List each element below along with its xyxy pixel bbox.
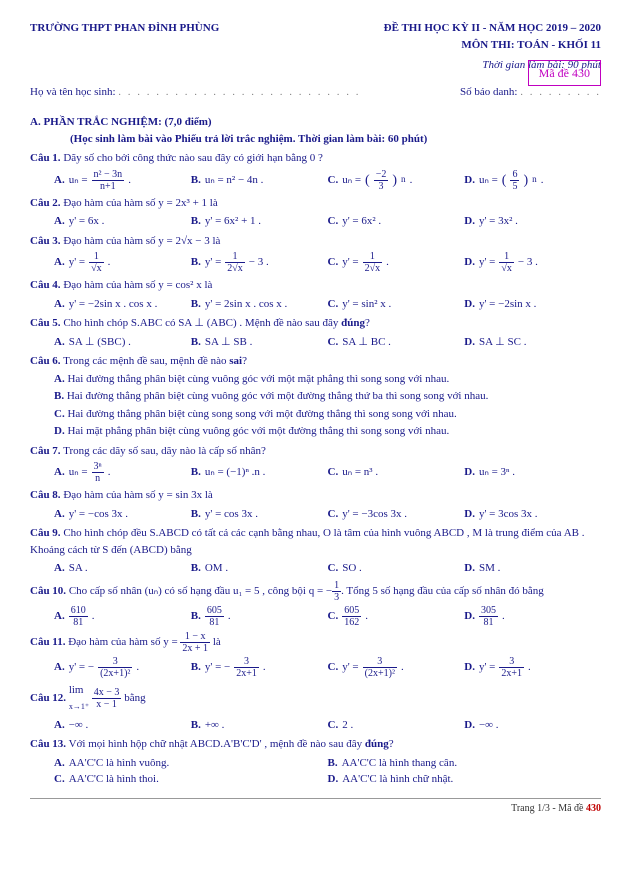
q13-a: A. AA'C'C là hình vuông.	[54, 755, 328, 772]
q10-c: C. 605162 .	[328, 605, 465, 628]
question-7: Câu 7. Trong các dãy số sau, dãy nào là …	[30, 443, 601, 460]
student-info: Họ và tên học sinh: . . . . . . . . . . …	[30, 84, 601, 101]
q10-b: B. 60581 .	[191, 605, 328, 628]
q9-options: A. SA . B. OM . C. SO . D. SM .	[30, 560, 601, 577]
q6-c: C. Hai đường thẳng phân biệt cùng song s…	[54, 406, 601, 423]
q3-c: C. y' = 12√x .	[328, 251, 465, 274]
page-header: TRƯỜNG THPT PHAN ĐÌNH PHÙNG ĐỀ THI HỌC K…	[30, 20, 601, 37]
question-13: Câu 13. Với mọi hình hộp chữ nhật ABCD.A…	[30, 736, 601, 753]
q7-a: A. uₙ = 3ⁿn .	[54, 461, 191, 484]
q8-a: A. y' = −cos 3x .	[54, 506, 191, 523]
q3-b: B. y' = 12√x − 3 .	[191, 251, 328, 274]
question-5: Câu 5. Cho hình chóp S.ABC có SA ⊥ (ABC)…	[30, 315, 601, 332]
q13-d: D. AA'C'C là hình chữ nhật.	[328, 771, 602, 788]
q5-c: C. SA ⊥ BC .	[328, 334, 465, 351]
section-a-note: (Học sinh làm bài vào Phiếu trả lời trắc…	[30, 131, 601, 148]
subject: MÔN THI: TOÁN - KHỐI 11	[30, 37, 601, 54]
q9-b: B. OM .	[191, 560, 328, 577]
q5-d: D. SA ⊥ SC .	[464, 334, 601, 351]
q7-b: B. uₙ = (−1)ⁿ .n .	[191, 461, 328, 484]
q13-c: C. AA'C'C là hình thoi.	[54, 771, 328, 788]
q2-c: C. y' = 6x² .	[328, 213, 465, 230]
q6-a: A. Hai đường thẳng phân biệt cùng vuông …	[54, 371, 601, 388]
q1-b: B. uₙ = n² − 4n .	[191, 169, 328, 192]
q12-b: B. +∞ .	[191, 717, 328, 734]
q1-label: Câu 1.	[30, 152, 61, 164]
q2-d: D. y' = 3x² .	[464, 213, 601, 230]
exam-code-box: Mã đề 430	[528, 60, 601, 86]
q12-options: A. −∞ . B. +∞ . C. 2 . D. −∞ .	[30, 717, 601, 734]
exam-title: ĐỀ THI HỌC KỲ II - NĂM HỌC 2019 – 2020	[384, 20, 601, 37]
q12-c: C. 2 .	[328, 717, 465, 734]
q10-d: D. 30581 .	[464, 605, 601, 628]
q10-a: A. 61081 .	[54, 605, 191, 628]
q1-options: A. uₙ = n² − 3nn+1 . B. uₙ = n² − 4n . C…	[30, 169, 601, 192]
question-8: Câu 8. Đạo hàm của hàm số y = sin 3x là	[30, 487, 601, 504]
name-dots: . . . . . . . . . . . . . . . . . . . . …	[118, 86, 360, 98]
q5-b: B. SA ⊥ SB .	[191, 334, 328, 351]
q6-options: A. Hai đường thẳng phân biệt cùng vuông …	[30, 371, 601, 440]
q4-a: A. y' = −2sin x . cos x .	[54, 296, 191, 313]
question-6: Câu 6. Trong các mệnh đề sau, mệnh đề nà…	[30, 353, 601, 370]
q13-b: B. AA'C'C là hình thang cân.	[328, 755, 602, 772]
name-label: Họ và tên học sinh:	[30, 86, 116, 98]
q11-c: C. y' = 3(2x+1)² .	[328, 656, 465, 679]
q4-c: C. y' = sin² x .	[328, 296, 465, 313]
q4-b: B. y' = 2sin x . cos x .	[191, 296, 328, 313]
question-11: Câu 11. Đạo hàm của hàm số y = 1 − x2x +…	[30, 631, 601, 654]
q8-options: A. y' = −cos 3x . B. y' = cos 3x . C. y'…	[30, 506, 601, 523]
question-4: Câu 4. Đạo hàm của hàm số y = cos² x là	[30, 277, 601, 294]
q9-d: D. SM .	[464, 560, 601, 577]
q5-options: A. SA ⊥ (SBC) . B. SA ⊥ SB . C. SA ⊥ BC …	[30, 334, 601, 351]
question-12: Câu 12. limx→1⁺ 4x − 3x − 1 bằng	[30, 682, 601, 715]
q8-b: B. y' = cos 3x .	[191, 506, 328, 523]
q1-a: A. uₙ = n² − 3nn+1 .	[54, 169, 191, 192]
q13-options: A. AA'C'C là hình vuông. B. AA'C'C là hì…	[30, 755, 601, 788]
section-a-title: A. PHẦN TRẮC NGHIỆM: (7,0 điểm)	[30, 114, 601, 131]
q11-b: B. y' = −32x+1 .	[191, 656, 328, 679]
q6-b: B. Hai đường thẳng phân biệt cùng vuông …	[54, 388, 601, 405]
q4-options: A. y' = −2sin x . cos x . B. y' = 2sin x…	[30, 296, 601, 313]
q1-text: Dãy số cho bởi công thức nào sau đây có …	[63, 152, 323, 164]
q4-d: D. y' = −2sin x .	[464, 296, 601, 313]
q12-a: A. −∞ .	[54, 717, 191, 734]
q11-options: A. y' = −3(2x+1)² . B. y' = −32x+1 . C. …	[30, 656, 601, 679]
school-name: TRƯỜNG THPT PHAN ĐÌNH PHÙNG	[30, 20, 219, 37]
q1-c: C. uₙ = (−23)n .	[328, 169, 465, 192]
q2-b: B. y' = 6x² + 1 .	[191, 213, 328, 230]
q3-options: A. y' = 1√x . B. y' = 12√x − 3 . C. y' =…	[30, 251, 601, 274]
q10-options: A. 61081 . B. 60581 . C. 605162 . D. 305…	[30, 605, 601, 628]
q6-d: D. Hai mặt phẳng phân biệt cùng vuông gó…	[54, 423, 601, 440]
q8-c: C. y' = −3cos 3x .	[328, 506, 465, 523]
q3-a: A. y' = 1√x .	[54, 251, 191, 274]
q2-a: A. y' = 6x .	[54, 213, 191, 230]
q2-options: A. y' = 6x . B. y' = 6x² + 1 . C. y' = 6…	[30, 213, 601, 230]
q11-d: D. y' = 32x+1 .	[464, 656, 601, 679]
question-2: Câu 2. Đạo hàm của hàm số y = 2x³ + 1 là	[30, 195, 601, 212]
q11-a: A. y' = −3(2x+1)² .	[54, 656, 191, 679]
q9-a: A. SA .	[54, 560, 191, 577]
q5-a: A. SA ⊥ (SBC) .	[54, 334, 191, 351]
sbd-dots: . . . . . . . . .	[520, 86, 601, 98]
q9-c: C. SO .	[328, 560, 465, 577]
page-footer: Trang 1/3 - Mã đề 430	[30, 798, 601, 816]
question-9: Câu 9. Cho hình chóp đều S.ABCD có tất c…	[30, 525, 601, 558]
q7-d: D. uₙ = 3ⁿ .	[464, 461, 601, 484]
question-1: Câu 1. Dãy số cho bởi công thức nào sau …	[30, 150, 601, 167]
q7-options: A. uₙ = 3ⁿn . B. uₙ = (−1)ⁿ .n . C. uₙ =…	[30, 461, 601, 484]
exam-time: Thời gian làm bài: 90 phút	[30, 57, 601, 74]
q3-d: D. y' = 1√x − 3 .	[464, 251, 601, 274]
q1-d: D. uₙ = (65)n .	[464, 169, 601, 192]
question-3: Câu 3. Đạo hàm của hàm số y = 2√x − 3 là	[30, 233, 601, 250]
question-10: Câu 10. Cho cấp số nhân (uₙ) có số hạng …	[30, 580, 601, 603]
q8-d: D. y' = 3cos 3x .	[464, 506, 601, 523]
q12-d: D. −∞ .	[464, 717, 601, 734]
q7-c: C. uₙ = n³ .	[328, 461, 465, 484]
sbd-label: Số báo danh:	[460, 86, 517, 98]
